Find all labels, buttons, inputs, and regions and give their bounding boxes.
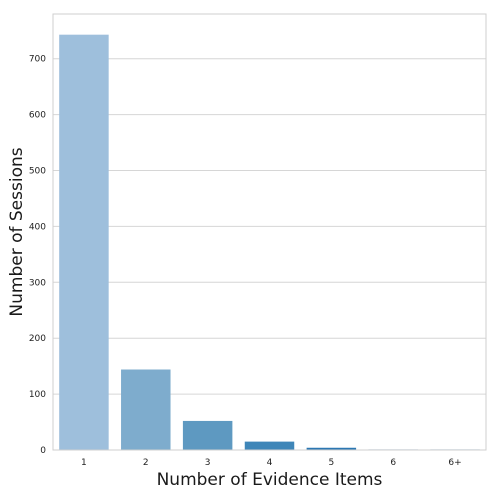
plot-frame <box>52 13 487 451</box>
bar-1 <box>59 34 109 450</box>
gridlines <box>53 58 486 451</box>
x-axis-title: Number of Evidence Items <box>157 470 383 490</box>
x-tick-label: 1 <box>81 458 87 468</box>
y-tick-label: 100 <box>29 390 46 400</box>
y-tick-label: 600 <box>29 111 46 121</box>
y-tick-label: 200 <box>29 334 46 344</box>
y-tick-label: 300 <box>29 278 46 288</box>
x-tick-label: 4 <box>267 458 273 468</box>
y-tick-label: 500 <box>29 167 46 177</box>
y-axis-title: Number of Sessions <box>7 147 27 316</box>
bar-5 <box>306 447 357 450</box>
y-tick-label: 700 <box>29 55 46 65</box>
bar-2 <box>121 369 171 450</box>
y-tick-label: 0 <box>40 446 46 456</box>
bar-4 <box>244 441 295 450</box>
y-tick-labels: 0 100 200 300 400 500 600 700 <box>29 55 46 456</box>
bars <box>59 34 480 450</box>
x-tick-label: 6+ <box>448 458 461 468</box>
y-tick-label: 400 <box>29 222 46 232</box>
x-tick-label: 3 <box>205 458 211 468</box>
x-tick-labels: 1 2 3 4 5 6 6+ <box>81 458 462 468</box>
bar-3 <box>182 420 233 450</box>
x-tick-label: 6 <box>390 458 396 468</box>
x-tick-label: 2 <box>143 458 149 468</box>
x-tick-label: 5 <box>328 458 334 468</box>
